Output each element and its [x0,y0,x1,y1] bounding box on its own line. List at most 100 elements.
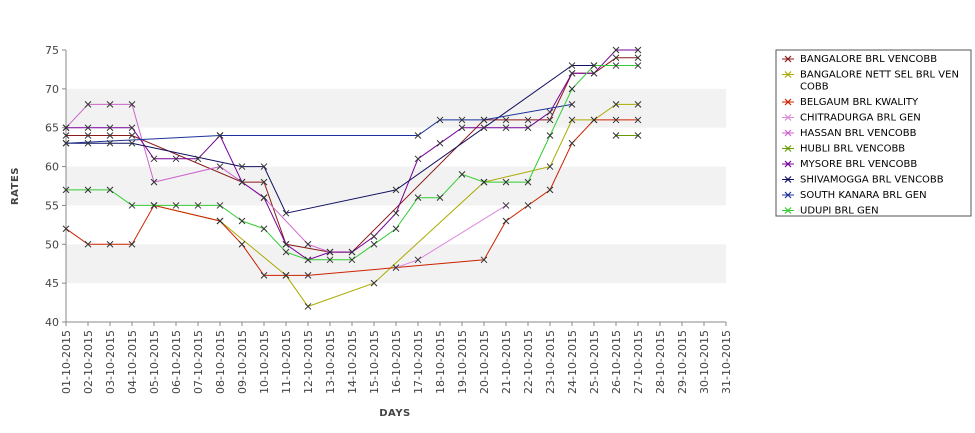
data-point [304,240,312,248]
x-tick-label: 12-10-2015 [302,330,315,394]
legend-label: SOUTH KANARA BRL GEN [800,190,927,201]
data-point [172,155,180,163]
data-point [348,256,356,264]
data-point [84,124,92,132]
data-point [194,155,202,163]
legend-label: COBB [800,82,829,93]
x-tick-label: 09-10-2015 [236,330,249,394]
y-tick-label: 60 [45,161,59,174]
data-point [128,124,136,132]
data-point [480,116,488,124]
data-point [568,116,576,124]
data-point [128,101,136,108]
data-point [590,116,598,124]
data-point [634,54,642,62]
data-point [524,178,532,186]
data-point [502,202,510,209]
legend-marker [784,55,792,63]
data-point [612,101,620,108]
data-point [128,240,136,248]
legend: BANGALORE BRL VENCOBB BANGALORE NETT SEL … [775,49,972,217]
x-tick-label: 29-10-2015 [676,330,689,394]
series-line-2 [65,119,638,276]
x-tick-label: 11-10-2015 [280,330,293,394]
data-point [106,186,114,194]
data-point [172,202,180,209]
y-tick-label: 70 [45,83,59,96]
data-point [458,116,466,124]
data-point [502,124,510,132]
x-tick-label: 20-10-2015 [478,330,491,394]
data-point [634,46,642,54]
data-point [502,178,510,186]
x-tick-label: 24-10-2015 [566,330,579,394]
data-point [480,124,488,132]
legend-marker [784,207,792,214]
x-tick-label: 22-10-2015 [522,330,535,394]
data-point [150,178,158,186]
data-point [84,132,92,139]
data-point [370,279,378,287]
legend-label: BANGALORE NETT SEL BRL VEN [800,70,959,81]
data-point [150,202,158,209]
x-tick-label: 21-10-2015 [500,330,513,394]
data-point [304,303,312,310]
x-tick-label: 31-10-2015 [720,330,733,394]
grid-band [66,166,726,206]
legend-label: SHIVAMOGGA BRL VENCOBB [800,175,944,186]
data-point [282,248,290,256]
data-point [634,132,642,139]
x-tick-label: 10-10-2015 [258,330,271,394]
data-point [84,101,92,108]
data-point [436,139,444,147]
legend-label: HUBLI BRL VENCOBB [800,144,905,155]
x-tick-label: 19-10-2015 [456,330,469,394]
x-tick-label: 01-10-2015 [60,330,73,394]
x-tick-label: 23-10-2015 [544,330,557,394]
data-point [436,194,444,202]
data-point [238,178,246,186]
grid-band [66,88,726,128]
data-point [568,101,576,108]
data-point [546,132,554,139]
data-point [370,233,378,240]
legend-marker [784,71,792,78]
x-tick-label: 26-10-2015 [610,330,623,394]
data-point [612,116,620,124]
grid-bands [66,50,726,322]
data-point [348,248,356,256]
x-tick-label: 17-10-2015 [412,330,425,394]
data-point [590,62,598,69]
data-point [106,139,114,147]
y-tick-label: 40 [45,316,59,329]
data-point [590,69,598,77]
data-point [458,170,466,178]
data-point [502,116,510,124]
x-tick-label: 15-10-2015 [368,330,381,394]
x-tick-label: 04-10-2015 [126,330,139,394]
grid-band [66,244,726,284]
data-point [260,225,268,233]
data-point [62,186,70,194]
data-point [106,132,114,139]
series-points [62,46,642,310]
data-point [414,256,422,264]
data-point [128,132,136,139]
x-tick-label: 02-10-2015 [82,330,95,394]
data-point [612,54,620,62]
data-point [106,240,114,248]
data-point [414,155,422,163]
data-point [524,116,532,124]
legend-marker [784,145,792,152]
legend-label: BELGAUM BRL KWALITY [800,97,919,108]
x-tick-label: 28-10-2015 [654,330,667,394]
legend-marker [784,160,792,168]
data-point [62,225,70,233]
data-point [216,217,224,225]
data-point [634,62,642,69]
data-point [282,240,290,248]
data-point [84,240,92,248]
x-tick-label: 07-10-2015 [192,330,205,394]
data-point [524,124,532,132]
